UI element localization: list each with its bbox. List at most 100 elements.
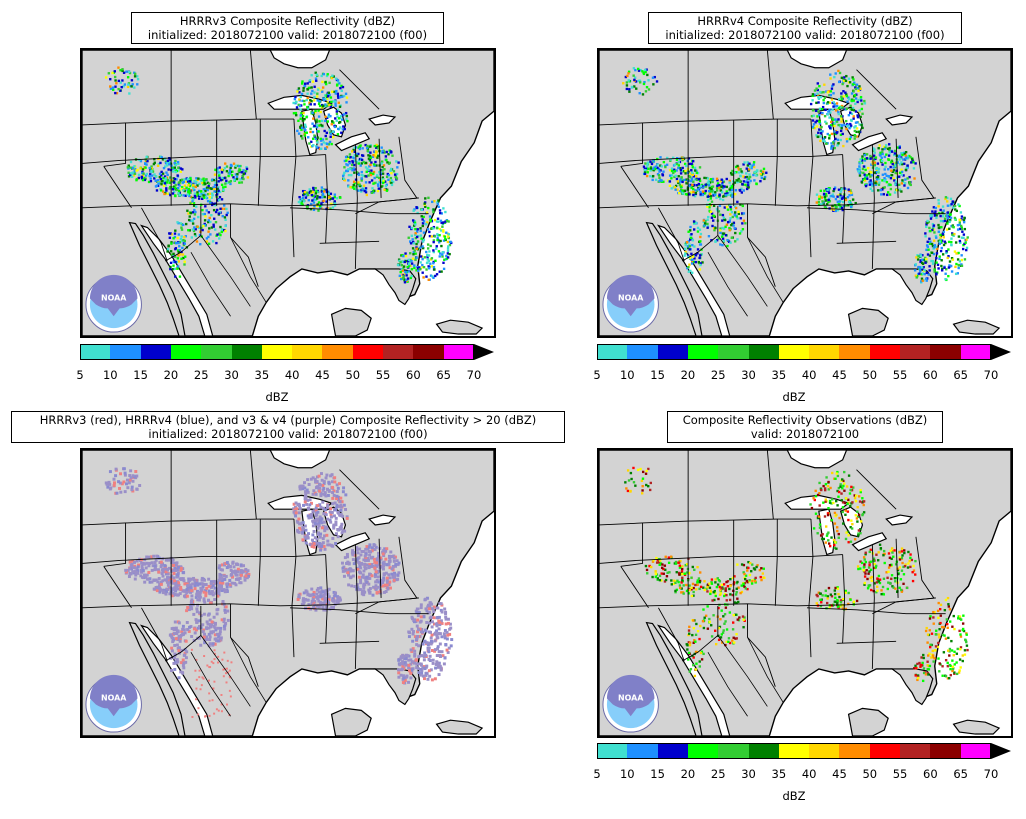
overlap-pixel <box>341 514 345 518</box>
reflectivity-pixel <box>836 144 839 147</box>
reflectivity-pixel <box>210 214 213 217</box>
reflectivity-pixel <box>312 198 316 201</box>
colorbar-tick-label: 60 <box>923 368 938 382</box>
reflectivity-pixel <box>847 114 851 117</box>
reflectivity-pixel <box>218 211 221 214</box>
reflectivity-pixel <box>695 189 699 192</box>
overlap-pixel <box>329 474 333 478</box>
reflectivity-pixel <box>198 233 202 237</box>
reflectivity-pixel <box>726 192 729 195</box>
overlap-pixel <box>318 535 322 539</box>
reflectivity-pixel <box>941 253 945 256</box>
overlap-pixel <box>161 570 165 574</box>
reflectivity-pixel <box>892 169 896 172</box>
reflectivity-pixel <box>956 272 960 275</box>
reflectivity-pixel <box>324 147 327 150</box>
reflectivity-pixel <box>186 177 190 181</box>
reflectivity-pixel <box>380 160 384 163</box>
reflectivity-pixel <box>685 182 688 185</box>
reflectivity-pixel <box>652 158 655 162</box>
overlap-pixel <box>308 593 311 597</box>
reflectivity-pixel <box>871 149 875 152</box>
reflectivity-pixel <box>721 235 724 238</box>
great-lake <box>885 114 914 126</box>
overlap-pixel <box>143 580 147 584</box>
colorbar-tick-label: 50 <box>862 368 878 382</box>
overlap-pixel <box>179 566 183 570</box>
reflectivity-pixel <box>311 80 315 83</box>
reflectivity-pixel <box>299 203 302 206</box>
reflectivity-pixel <box>692 183 696 187</box>
overlap-pixel <box>178 639 182 643</box>
reflectivity-pixel <box>902 174 905 177</box>
reflectivity-pixel <box>914 263 918 266</box>
reflectivity-pixel <box>739 217 742 220</box>
reflectivity-pixel <box>818 122 822 125</box>
gulf-of-california <box>139 224 214 336</box>
reflectivity-pixel <box>236 164 239 168</box>
reflectivity-pixel <box>394 175 398 179</box>
reflectivity-pixel <box>355 188 358 191</box>
reflectivity-pixel <box>318 124 321 127</box>
reflectivity-pixel <box>900 151 904 155</box>
overlap-pixel <box>182 628 186 632</box>
reflectivity-pixel <box>954 272 958 276</box>
overlap-pixel <box>357 560 361 564</box>
reflectivity-pixel <box>674 174 677 178</box>
overlap-pixel <box>192 612 196 616</box>
overlap-pixel <box>175 658 179 662</box>
overlap-pixel <box>331 485 335 489</box>
reflectivity-pixel <box>298 91 301 94</box>
reflectivity-pixel <box>182 256 185 260</box>
panel-title-overlap: HRRRv3 (red), HRRRv4 (blue), and v3 & v4… <box>11 411 565 443</box>
reflectivity-pixel <box>165 189 168 192</box>
reflectivity-pixel <box>694 260 697 264</box>
reflectivity-pixel <box>726 244 729 248</box>
overlap-pixel <box>172 564 175 567</box>
overlap-pixel <box>363 562 367 566</box>
reflectivity-pixel <box>716 184 719 187</box>
overlap-pixel <box>299 484 303 488</box>
overlap-pixel <box>343 529 347 533</box>
reflectivity-pixel <box>722 195 725 198</box>
reflectivity-pixel <box>859 158 862 161</box>
reflectivity-pixel <box>711 177 715 181</box>
reflectivity-pixel <box>622 82 625 85</box>
overlap-pixel <box>369 550 373 554</box>
reflectivity-pixel <box>895 183 898 187</box>
overlap-pixel <box>304 528 308 532</box>
reflectivity-pixel <box>829 145 833 148</box>
reflectivity-pixel <box>740 187 743 190</box>
reflectivity-pixel <box>712 192 715 195</box>
reflectivity-pixel <box>734 206 738 210</box>
overlap-pixel <box>183 631 187 635</box>
overlap-pixel <box>306 478 310 482</box>
reflectivity-pixel <box>309 202 313 206</box>
reflectivity-pixel <box>408 260 411 264</box>
overlap-pixel <box>312 601 316 605</box>
reflectivity-pixel <box>343 171 346 174</box>
reflectivity-pixel <box>225 207 228 211</box>
reflectivity-pixel <box>654 167 657 171</box>
reflectivity-pixel <box>359 164 362 167</box>
reflectivity-pixel <box>425 275 428 278</box>
overlap-pixel <box>320 542 324 546</box>
reflectivity-pixel <box>411 240 415 244</box>
overlap-pixel <box>417 662 421 666</box>
reflectivity-pixel <box>176 221 179 224</box>
reflectivity-pixel <box>842 95 846 98</box>
reflectivity-pixel <box>719 189 722 192</box>
overlap-pixel <box>195 607 199 611</box>
reflectivity-pixel <box>854 102 857 105</box>
overlap-pixel <box>172 568 176 572</box>
overlap-pixel <box>193 584 197 588</box>
reflectivity-pixel <box>141 168 145 171</box>
overlap-pixel <box>345 516 349 520</box>
reflectivity-pixel <box>692 180 695 183</box>
reflectivity-pixel <box>301 114 305 118</box>
reflectivity-pixel <box>300 92 304 96</box>
reflectivity-pixel <box>860 157 864 161</box>
reflectivity-pixel <box>336 92 340 95</box>
reflectivity-pixel <box>915 276 918 279</box>
overlap-pixel <box>126 568 130 572</box>
